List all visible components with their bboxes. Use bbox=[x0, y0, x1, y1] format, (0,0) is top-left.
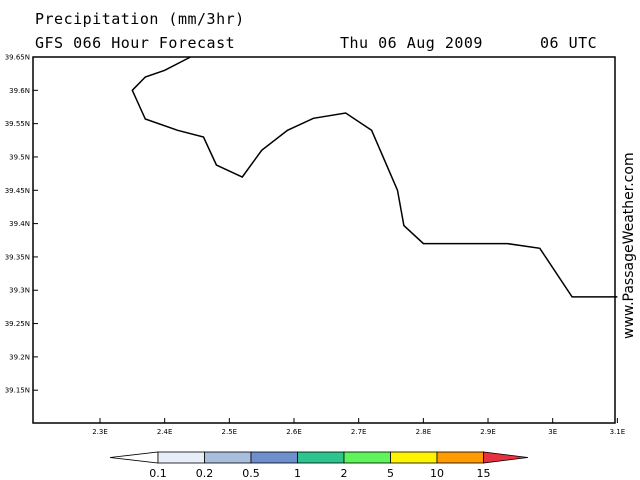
coastline bbox=[131, 56, 618, 298]
colorbar-swatch bbox=[297, 451, 345, 464]
forecast-time: 06 UTC bbox=[540, 34, 598, 52]
colorbar-label: 10 bbox=[430, 467, 444, 480]
lon-tick-label: 2.3E bbox=[92, 428, 108, 436]
colorbar-label: 2 bbox=[341, 467, 348, 480]
colorbar-swatch bbox=[157, 451, 205, 464]
lon-tick-label: 2.6E bbox=[286, 428, 302, 436]
lat-tick-label: 39.65N bbox=[5, 54, 30, 62]
lon-tick-label: 3E bbox=[548, 428, 557, 436]
colorbar-label: 0.1 bbox=[149, 467, 167, 480]
forecast-subtitle: GFS 066 Hour Forecast bbox=[35, 34, 236, 52]
longitude-axis: 2.3E 2.4E 2.5E 2.6E 2.7E 2.8E 2.9E 3E 3.1E bbox=[92, 418, 625, 436]
latitude-axis: 39.65N 39.6N 39.55N 39.5N 39.45N 39.4N 39.35N 3… bbox=[5, 54, 38, 395]
lon-tick-label: 3.1E bbox=[610, 428, 626, 436]
lon-tick-label: 2.9E bbox=[480, 428, 496, 436]
colorbar-swatch bbox=[204, 451, 252, 464]
chart-title: Precipitation (mm/3hr) bbox=[35, 10, 245, 28]
lat-tick-label: 39.15N bbox=[5, 387, 30, 395]
map-frame bbox=[32, 56, 616, 424]
colorbar-swatch bbox=[390, 451, 438, 464]
colorbar-swatch bbox=[436, 451, 484, 464]
lat-tick-label: 39.35N bbox=[5, 253, 30, 261]
colorbar-swatch bbox=[250, 451, 298, 464]
colorbar-label: 0.2 bbox=[196, 467, 214, 480]
lat-tick-label: 39.5N bbox=[9, 153, 30, 161]
lat-tick-label: 39.55N bbox=[5, 120, 30, 128]
lon-tick-label: 2.7E bbox=[351, 428, 367, 436]
colorbar-swatch bbox=[343, 451, 391, 464]
lat-tick-label: 39.4N bbox=[9, 220, 30, 228]
lat-tick-label: 39.45N bbox=[5, 187, 30, 195]
colorbar-label: 0.5 bbox=[242, 467, 260, 480]
forecast-date: Thu 06 Aug 2009 bbox=[340, 34, 483, 52]
lat-tick-label: 39.25N bbox=[5, 320, 30, 328]
colorbar-label: 1 bbox=[294, 467, 301, 480]
lon-tick-label: 2.5E bbox=[222, 428, 238, 436]
lon-tick-label: 2.4E bbox=[157, 428, 173, 436]
colorbar-label: 15 bbox=[477, 467, 491, 480]
lat-tick-label: 39.2N bbox=[9, 353, 30, 361]
lat-tick-label: 39.3N bbox=[9, 287, 30, 295]
colorbar-high-end bbox=[483, 451, 529, 464]
colorbar-low-end bbox=[109, 451, 159, 464]
colorbar-label: 5 bbox=[387, 467, 394, 480]
lat-tick-label: 39.6N bbox=[9, 87, 30, 95]
colorbar-legend: 0.1 0.2 0.5 1 2 5 10 15 bbox=[109, 451, 529, 480]
lon-tick-label: 2.8E bbox=[416, 428, 432, 436]
